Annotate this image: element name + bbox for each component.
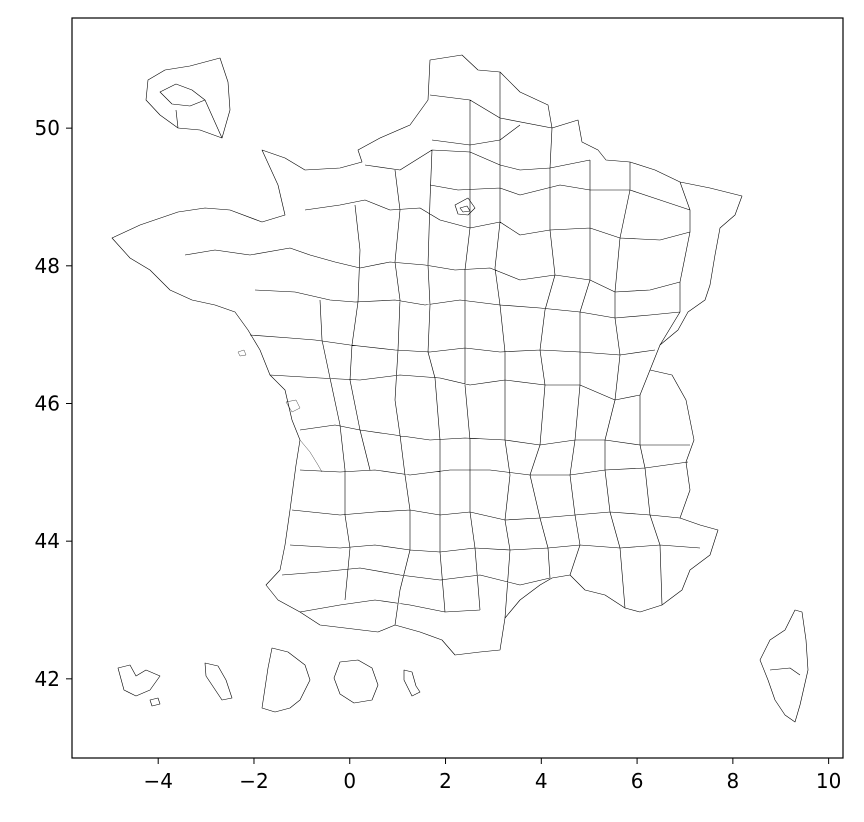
dept-boundaries xyxy=(184,72,701,626)
guyane xyxy=(261,647,311,713)
y-tick-label: 44 xyxy=(35,529,60,553)
plot-frame xyxy=(71,17,844,759)
mainland-outline xyxy=(111,54,743,656)
corsica-outline xyxy=(759,609,809,723)
y-axis: 42 44 46 48 50 xyxy=(35,116,72,691)
corsica-boundary xyxy=(769,667,801,676)
y-tick-label: 42 xyxy=(35,667,60,691)
martinique xyxy=(204,662,233,701)
island-group-nw xyxy=(145,57,231,139)
corsica xyxy=(759,609,809,723)
x-tick-label: 8 xyxy=(726,769,739,793)
y-tick-label: 48 xyxy=(35,254,60,278)
mainland-france xyxy=(111,54,743,656)
gironde-estuary xyxy=(299,439,323,473)
y-tick-label: 50 xyxy=(35,116,60,140)
ile-de-re xyxy=(285,399,301,413)
x-tick-label: 10 xyxy=(816,769,841,793)
x-tick-label: −2 xyxy=(239,769,268,793)
x-tick-label: 4 xyxy=(535,769,548,793)
x-tick-label: 0 xyxy=(343,769,356,793)
guadeloupe xyxy=(117,664,161,707)
paris-region xyxy=(454,197,476,216)
y-tick-label: 46 xyxy=(35,391,60,415)
x-axis: −4 −2 0 2 4 6 8 10 xyxy=(143,758,841,793)
island-group-nw-inner xyxy=(159,83,223,139)
channel-islands xyxy=(145,57,231,139)
overseas-insets xyxy=(117,647,421,713)
x-tick-label: 6 xyxy=(631,769,644,793)
x-tick-label: 2 xyxy=(439,769,452,793)
belle-ile xyxy=(237,349,247,357)
mayotte xyxy=(403,669,421,697)
reunion xyxy=(333,659,379,704)
x-tick-label: −4 xyxy=(143,769,172,793)
plot-background xyxy=(72,18,843,758)
